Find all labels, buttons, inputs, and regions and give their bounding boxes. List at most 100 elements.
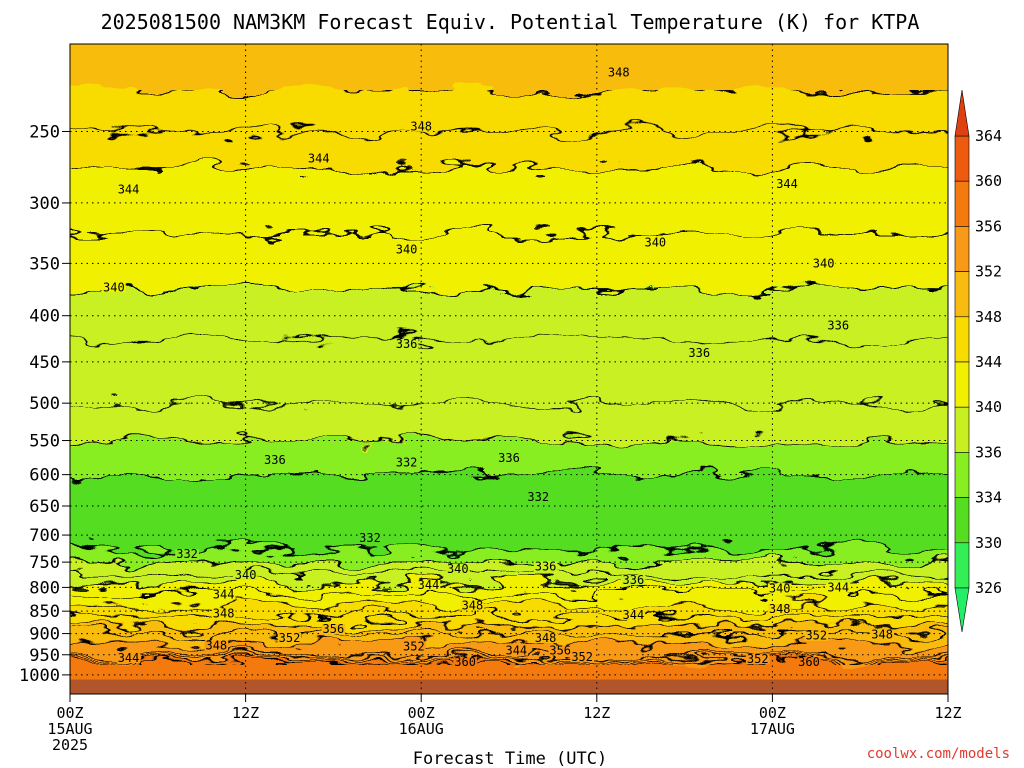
colorbar-swatch — [954, 226, 970, 272]
y-tick-label: 1000 — [19, 666, 60, 686]
y-tick-label: 300 — [29, 194, 60, 214]
ground-shading — [70, 679, 948, 694]
contour-label: 348 — [410, 120, 432, 134]
colorbar: 364 360 356 352 348 344 340 336 334 330 326 — [954, 89, 1002, 633]
contour-label: 336 — [535, 559, 557, 573]
y-tick-label: 750 — [29, 553, 60, 573]
contour-label: 344 — [776, 177, 798, 191]
x-tick-label: 12Z — [934, 704, 961, 722]
contour-label: 336 — [827, 318, 849, 332]
contour-label: 344 — [418, 578, 440, 592]
colorbar-tick-label: 360 — [975, 172, 1002, 190]
colorbar-swatch — [954, 542, 970, 589]
x-tick-label: 00Z — [56, 704, 83, 722]
colorbar-tick-label: 344 — [975, 353, 1002, 371]
contour-label: 336 — [264, 453, 286, 467]
colorbar-tick-label: 334 — [975, 489, 1002, 507]
colorbar-swatch — [954, 406, 970, 453]
colorbar-arrow-top — [954, 89, 970, 137]
credit-link[interactable]: coolwx.com/models — [867, 746, 1010, 762]
contour-label: 332 — [396, 456, 418, 470]
contour-label: 340 — [103, 280, 125, 294]
colorbar-swatch — [954, 135, 970, 182]
y-tick-label: 250 — [29, 122, 60, 142]
contour-label: 352 — [571, 650, 593, 664]
contour-label: 344 — [505, 644, 527, 658]
contour-label: 360 — [798, 655, 820, 669]
contour-label: 344 — [623, 608, 645, 622]
x-tick-label: 17AUG — [750, 720, 795, 738]
contour-label: 336 — [688, 346, 710, 360]
colorbar-tick-label: 336 — [975, 443, 1002, 461]
y-tick-label: 450 — [29, 353, 60, 373]
contour-label: 344 — [827, 580, 849, 594]
contour-label: 344 — [118, 651, 140, 665]
contour-label: 332 — [527, 490, 549, 504]
contour-label: 344 — [308, 152, 330, 166]
colorbar-swatch — [954, 271, 970, 318]
y-tick-label: 700 — [29, 526, 60, 546]
contour-label: 344 — [118, 183, 140, 197]
y-tick-label: 500 — [29, 394, 60, 414]
y-tick-label: 350 — [29, 254, 60, 274]
contour-label: 348 — [535, 631, 557, 645]
contour-label: 348 — [608, 65, 630, 79]
contour-label: 356 — [549, 644, 571, 658]
colorbar-tick-label: 364 — [975, 127, 1002, 145]
y-tick-label: 650 — [29, 497, 60, 517]
y-tick-label: 550 — [29, 432, 60, 452]
x-tick-label: 16AUG — [399, 720, 444, 738]
colorbar-tick-label: 340 — [975, 398, 1002, 416]
ground-layer — [70, 679, 948, 694]
chart-title: 2025081500 NAM3KM Forecast Equiv. Potent… — [101, 10, 920, 34]
x-tick-label: 2025 — [52, 736, 88, 754]
contour-label: 340 — [447, 562, 469, 576]
colorbar-swatch — [954, 316, 970, 363]
x-tick-label: 12Z — [232, 704, 259, 722]
theta-e-field — [70, 44, 948, 694]
y-tick-label: 800 — [29, 578, 60, 598]
contour-label: 336 — [396, 337, 418, 351]
contour-label: 340 — [396, 243, 418, 257]
y-tick-label: 400 — [29, 307, 60, 327]
colorbar-arrow-bottom — [954, 587, 970, 633]
contour-label: 332 — [176, 547, 198, 561]
colorbar-tick-label: 348 — [975, 308, 1002, 326]
contour-label: 352 — [805, 629, 827, 643]
x-tick-label: 15AUG — [47, 720, 92, 738]
x-axis-label: Forecast Time (UTC) — [413, 749, 607, 768]
colorbar-tick-label: 356 — [975, 217, 1002, 235]
colorbar-swatch — [954, 361, 970, 408]
contour-label: 344 — [213, 588, 235, 602]
y-tick-label: 900 — [29, 625, 60, 645]
contour-label: 332 — [359, 531, 381, 545]
x-tick-label: 00Z — [759, 704, 786, 722]
contour-label: 356 — [323, 622, 345, 636]
x-tick-label: 00Z — [408, 704, 435, 722]
contour-label: 348 — [462, 599, 484, 613]
colorbar-swatch — [954, 180, 970, 227]
grid-lines — [70, 44, 948, 694]
contour-label: 340 — [235, 568, 257, 582]
contour-label: 336 — [623, 573, 645, 587]
contour-label: 336 — [498, 451, 520, 465]
colorbar-swatch — [954, 497, 970, 544]
contour-label: 352 — [747, 652, 769, 666]
contour-label: 348 — [871, 627, 893, 641]
x-tick-label: 12Z — [583, 704, 610, 722]
plot-frame — [69, 43, 949, 695]
contour-label: 340 — [769, 581, 791, 595]
colorbar-tick-label: 330 — [975, 534, 1002, 552]
y-tick-label: 950 — [29, 646, 60, 666]
colorbar-swatch — [954, 452, 970, 498]
contour-label: 352 — [279, 631, 301, 645]
contour-label: 340 — [813, 256, 835, 270]
contour-label: 348 — [205, 639, 227, 653]
contour-label: 340 — [644, 236, 666, 250]
y-tick-label: 600 — [29, 466, 60, 486]
colorbar-tick-label: 352 — [975, 263, 1002, 281]
